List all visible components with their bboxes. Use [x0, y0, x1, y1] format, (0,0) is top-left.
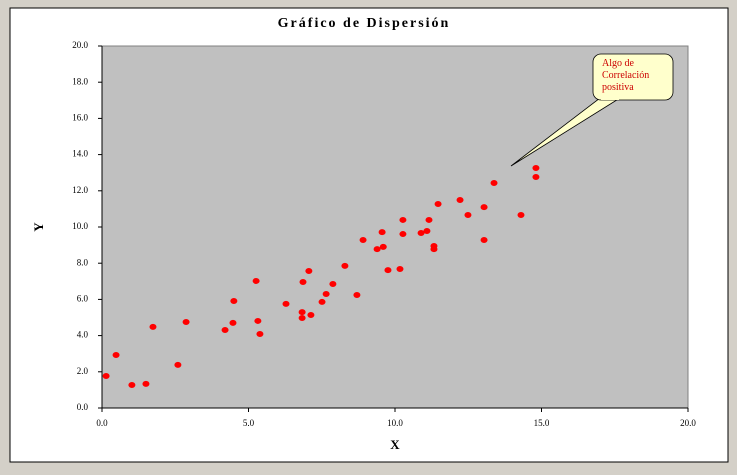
point: [128, 382, 136, 389]
x-tick-label: 10.0: [387, 418, 403, 428]
point: [256, 330, 264, 337]
point: [282, 300, 290, 307]
x-tick-label: 5.0: [243, 418, 255, 428]
y-axis-label: Y: [31, 222, 46, 232]
point: [464, 212, 472, 219]
point: [480, 204, 488, 211]
point: [396, 265, 404, 272]
y-tick-label: 0.0: [77, 402, 89, 412]
y-tick-label: 16.0: [72, 112, 88, 122]
point: [149, 323, 157, 330]
x-tick-label: 0.0: [96, 418, 108, 428]
point: [322, 290, 330, 297]
point: [384, 267, 392, 274]
point: [305, 267, 313, 274]
point: [490, 180, 498, 187]
point: [399, 216, 407, 223]
y-tick-label: 20.0: [72, 40, 88, 50]
y-tick-label: 10.0: [72, 221, 88, 231]
annotation: Algo de Correlación positiva: [602, 58, 650, 93]
point: [373, 246, 381, 253]
point: [318, 298, 326, 305]
point: [480, 237, 488, 244]
point: [112, 351, 120, 358]
y-tick-label: 4.0: [77, 330, 89, 340]
x-axis-label: X: [390, 437, 400, 452]
y-tick-label: 12.0: [72, 185, 88, 195]
point: [425, 216, 433, 223]
point: [230, 298, 238, 305]
point: [142, 380, 150, 387]
point: [417, 229, 425, 236]
point: [434, 201, 442, 208]
point: [254, 317, 262, 324]
point: [359, 237, 367, 244]
point: [423, 227, 431, 234]
y-tick-label: 18.0: [72, 76, 88, 86]
point: [307, 311, 315, 318]
point: [379, 243, 387, 250]
point: [532, 164, 540, 171]
y-tick-label: 6.0: [77, 293, 89, 303]
point: [174, 361, 182, 368]
point: [182, 319, 190, 326]
y-tick-label: 14.0: [72, 149, 88, 159]
chart-title: Gráfico de Dispersión: [278, 16, 451, 31]
y-tick-label: 8.0: [77, 257, 89, 267]
point: [298, 309, 306, 316]
x-tick-label: 20.0: [680, 418, 696, 428]
point: [221, 326, 229, 333]
point: [378, 229, 386, 236]
point: [102, 372, 110, 379]
y-tick-label: 2.0: [77, 366, 89, 376]
point: [329, 281, 337, 288]
callout-box: [592, 53, 674, 101]
point: [229, 319, 237, 326]
x-tick-label: 15.0: [534, 418, 550, 428]
point: [456, 197, 464, 204]
point: [353, 292, 361, 299]
point: [517, 212, 525, 219]
point: [341, 262, 349, 269]
point: [298, 315, 306, 322]
point: [532, 174, 540, 181]
point: [430, 243, 438, 250]
point: [399, 231, 407, 238]
point: [252, 277, 260, 284]
point: [299, 279, 307, 286]
